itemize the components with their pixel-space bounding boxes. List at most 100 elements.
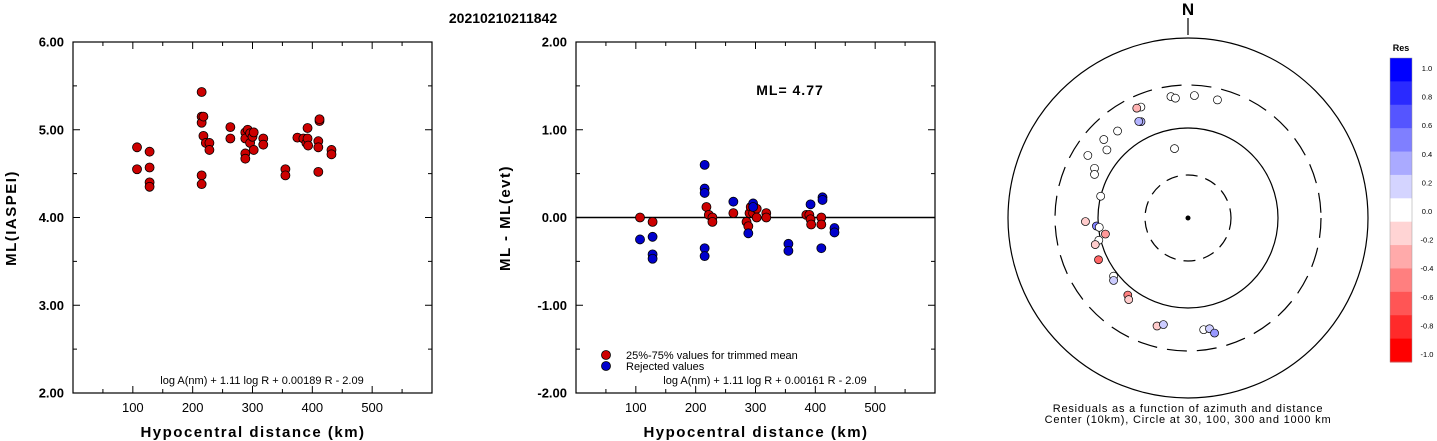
data-point <box>748 202 759 212</box>
data-point <box>743 228 754 239</box>
station-point <box>1134 117 1144 126</box>
data-point <box>258 139 269 150</box>
colorbar-tick-label: 0.0 <box>1422 207 1432 216</box>
x-tick-label: 400 <box>301 400 323 415</box>
figure-title: 20210210211842 <box>449 10 557 26</box>
station-point <box>1171 93 1180 103</box>
y-tick-label: 2.00 <box>39 386 64 401</box>
colorbar-swatch <box>1390 268 1412 293</box>
x-tick-label: 300 <box>745 400 767 415</box>
y-tick-label: 2.00 <box>542 35 567 50</box>
x-tick-label: 500 <box>864 400 886 415</box>
data-point <box>225 122 236 133</box>
x-axis-label: Hypocentral distance (km) <box>140 424 365 441</box>
data-point <box>635 212 645 223</box>
legend-label-trimmed: 25%-75% values for trimmed mean <box>626 350 798 362</box>
data-point <box>132 164 142 175</box>
center-point <box>1185 215 1191 221</box>
data-point <box>196 87 207 97</box>
data-point <box>196 179 207 190</box>
data-point <box>829 227 840 238</box>
data-point <box>647 216 658 227</box>
y-tick-label: 0.00 <box>542 210 567 225</box>
station-point <box>1101 229 1110 239</box>
station-point <box>1094 255 1103 265</box>
legend-marker-trimmed <box>601 350 611 360</box>
colorbar-swatch <box>1390 128 1412 153</box>
x-tick-label: 200 <box>182 400 204 415</box>
colorbar-tick-label: 0.4 <box>1422 150 1432 159</box>
colorbar-tick-label: -1.0 <box>1421 350 1434 359</box>
colorbar-swatch <box>1390 315 1412 340</box>
x-tick-label: 100 <box>122 400 144 415</box>
x-tick-label: 100 <box>625 400 647 415</box>
data-point <box>248 127 259 138</box>
station-point <box>1090 240 1100 249</box>
x-axis-label: Hypocentral distance (km) <box>643 424 868 441</box>
colorbar-tick-label: 0.8 <box>1422 93 1432 102</box>
y-tick-label: -2.00 <box>537 386 567 401</box>
north-label: N <box>1182 0 1194 19</box>
y-tick-label: 5.00 <box>39 122 64 137</box>
data-point <box>198 111 209 122</box>
data-point <box>313 142 324 153</box>
data-point <box>635 234 645 245</box>
colorbar-tick-label: 0.2 <box>1422 178 1432 187</box>
data-point <box>805 199 816 210</box>
data-point <box>816 219 827 230</box>
data-point <box>707 216 718 227</box>
panel-ml-vs-distance: 100 200 300 400 500 2.00 3.00 4.00 5.00 6.00 Hyp… <box>3 35 433 441</box>
colorbar-tick-label: 1.0 <box>1422 64 1432 73</box>
station-point <box>1210 328 1219 338</box>
data-point <box>144 181 155 192</box>
y-axis-label: ML - ML(evt) <box>497 165 514 271</box>
y-axis-label: ML(IASPEI) <box>3 170 20 266</box>
station-point <box>1159 320 1168 329</box>
data-point <box>196 170 207 181</box>
x-tick-label: 400 <box>804 400 826 415</box>
station-point <box>1213 95 1222 105</box>
colorbar-tick-label: -0.8 <box>1421 321 1434 330</box>
data-point <box>314 114 325 125</box>
data-point <box>699 159 710 170</box>
colorbar-swatch <box>1390 104 1412 129</box>
colorbar-swatch <box>1390 58 1412 82</box>
data-point <box>144 162 155 173</box>
data-point <box>647 231 658 242</box>
x-tick-label: 500 <box>361 400 383 415</box>
formula-label: log A(nm) + 1.11 log R + 0.00161 R - 2.0… <box>663 375 866 387</box>
data-point <box>699 251 710 262</box>
data-point <box>248 145 259 155</box>
station-point <box>1109 276 1118 285</box>
station-point <box>1096 191 1106 201</box>
x-tick-label: 200 <box>685 400 707 415</box>
legend-marker-rejected <box>601 361 611 371</box>
colorbar-swatch <box>1390 291 1412 316</box>
colorbar-swatch <box>1390 221 1412 246</box>
colorbar-tick-label: -0.6 <box>1421 293 1434 302</box>
data-point <box>280 170 291 181</box>
data-point <box>728 196 739 207</box>
data-point <box>817 195 828 205</box>
x-tick-label: 300 <box>242 400 264 415</box>
data-point <box>303 140 314 151</box>
map-subtitle: Residuals as a function of azimuth and d… <box>1053 403 1324 415</box>
station-point <box>1099 135 1109 144</box>
data-point <box>225 133 236 144</box>
ring-30km <box>1144 174 1232 262</box>
data-point <box>728 208 739 219</box>
station-point <box>1170 144 1179 153</box>
colorbar-tick-label: -0.2 <box>1421 236 1434 245</box>
station-point <box>1083 151 1093 160</box>
ring-1000km <box>1007 37 1369 399</box>
data-point <box>302 123 313 133</box>
colorbar-swatch <box>1390 198 1412 223</box>
data-point <box>783 245 794 256</box>
colorbar-swatch <box>1390 174 1412 199</box>
map-caption: Center (10km), Circle at 30, 100, 300 an… <box>1045 414 1332 426</box>
station-point <box>1090 170 1099 179</box>
plot-frame <box>72 41 433 394</box>
station-point <box>1081 217 1090 226</box>
station-point <box>1102 145 1112 155</box>
